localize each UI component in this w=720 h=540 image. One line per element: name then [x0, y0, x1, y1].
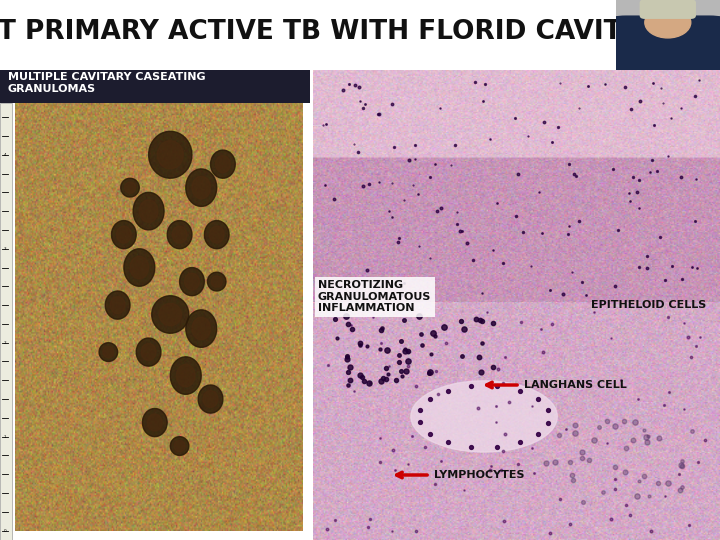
Polygon shape — [143, 408, 167, 437]
Polygon shape — [179, 267, 204, 296]
Polygon shape — [117, 226, 131, 243]
Polygon shape — [186, 169, 217, 206]
Polygon shape — [411, 381, 557, 452]
Polygon shape — [121, 178, 140, 197]
Polygon shape — [167, 220, 192, 249]
Polygon shape — [207, 272, 226, 291]
Polygon shape — [148, 414, 162, 431]
Text: NECROTIZING
GRANULOMATOUS
INFLAMMATION: NECROTIZING GRANULOMATOUS INFLAMMATION — [318, 280, 431, 313]
Polygon shape — [204, 220, 229, 249]
Polygon shape — [203, 390, 218, 408]
Polygon shape — [192, 318, 210, 340]
Text: 3: 3 — [4, 247, 6, 251]
Polygon shape — [136, 338, 161, 366]
Polygon shape — [210, 150, 235, 178]
Polygon shape — [211, 276, 222, 287]
Circle shape — [645, 7, 690, 38]
Text: 4: 4 — [4, 153, 6, 157]
Text: 2: 2 — [4, 341, 6, 345]
Polygon shape — [186, 310, 217, 347]
Polygon shape — [125, 182, 135, 193]
Polygon shape — [192, 177, 210, 199]
Polygon shape — [171, 357, 202, 394]
Polygon shape — [171, 437, 189, 455]
Polygon shape — [198, 385, 223, 413]
Polygon shape — [103, 347, 114, 357]
Polygon shape — [174, 441, 185, 451]
FancyBboxPatch shape — [595, 16, 720, 91]
Polygon shape — [110, 296, 125, 314]
Polygon shape — [105, 291, 130, 319]
Text: EPITHELOID CELLS: EPITHELOID CELLS — [590, 300, 706, 310]
Polygon shape — [140, 200, 158, 222]
Polygon shape — [148, 131, 192, 178]
Bar — [0, 103, 12, 540]
Text: MULTIPLE CAVITARY CASEATING
GRANULOMAS: MULTIPLE CAVITARY CASEATING GRANULOMAS — [8, 72, 206, 93]
Text: POST PRIMARY ACTIVE TB WITH FLORID CAVITATION: POST PRIMARY ACTIVE TB WITH FLORID CAVIT… — [0, 18, 711, 45]
Polygon shape — [157, 141, 184, 169]
Text: LANGHANS CELL: LANGHANS CELL — [524, 380, 626, 390]
Polygon shape — [141, 343, 156, 361]
Bar — [0, 70, 310, 103]
FancyBboxPatch shape — [639, 0, 696, 19]
Polygon shape — [172, 226, 187, 243]
Polygon shape — [184, 273, 199, 290]
Polygon shape — [152, 296, 189, 333]
Text: 1: 1 — [4, 435, 6, 438]
Text: 0: 0 — [4, 529, 6, 532]
Polygon shape — [133, 192, 164, 230]
Polygon shape — [130, 256, 148, 279]
Polygon shape — [112, 220, 136, 249]
Polygon shape — [159, 303, 181, 326]
Polygon shape — [99, 343, 117, 361]
Polygon shape — [176, 364, 195, 387]
Polygon shape — [124, 249, 155, 286]
Text: LYMPHOCYTES: LYMPHOCYTES — [434, 470, 524, 480]
Polygon shape — [215, 156, 230, 173]
Polygon shape — [210, 226, 224, 243]
